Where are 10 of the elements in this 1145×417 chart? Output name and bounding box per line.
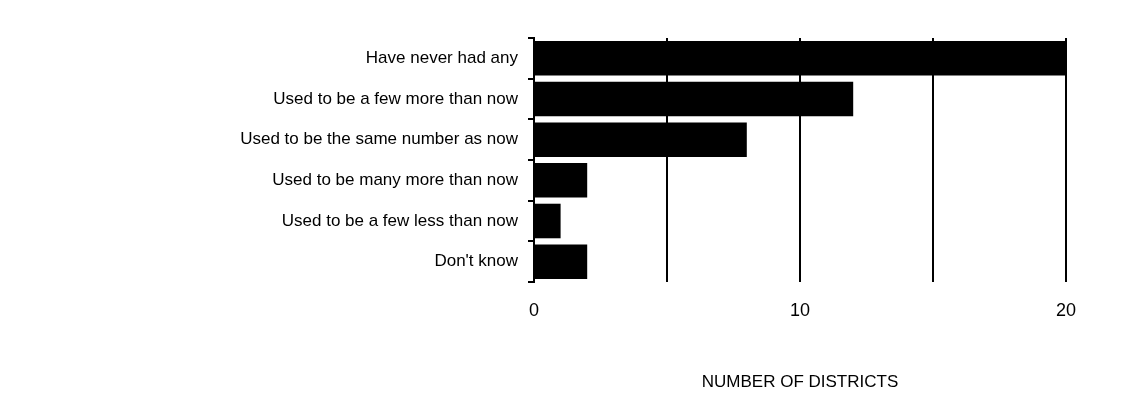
y-tick-label: Used to be a few more than now: [273, 88, 519, 108]
x-tick-label: 0: [528, 299, 540, 320]
x-tick-label: 10: [789, 299, 811, 320]
y-tick-label: Don't know: [434, 251, 519, 271]
x-tick-label: 20: [1055, 299, 1077, 320]
y-tick-label: Used to be a few less than now: [281, 210, 519, 230]
y-tick-label: Used to be many more than now: [272, 170, 519, 190]
y-tick-label: Have never had any: [365, 48, 519, 68]
y-tick-label: Used to be the same number as now: [240, 129, 519, 149]
x-axis-title: NUMBER OF DISTRICTS: [701, 372, 899, 392]
